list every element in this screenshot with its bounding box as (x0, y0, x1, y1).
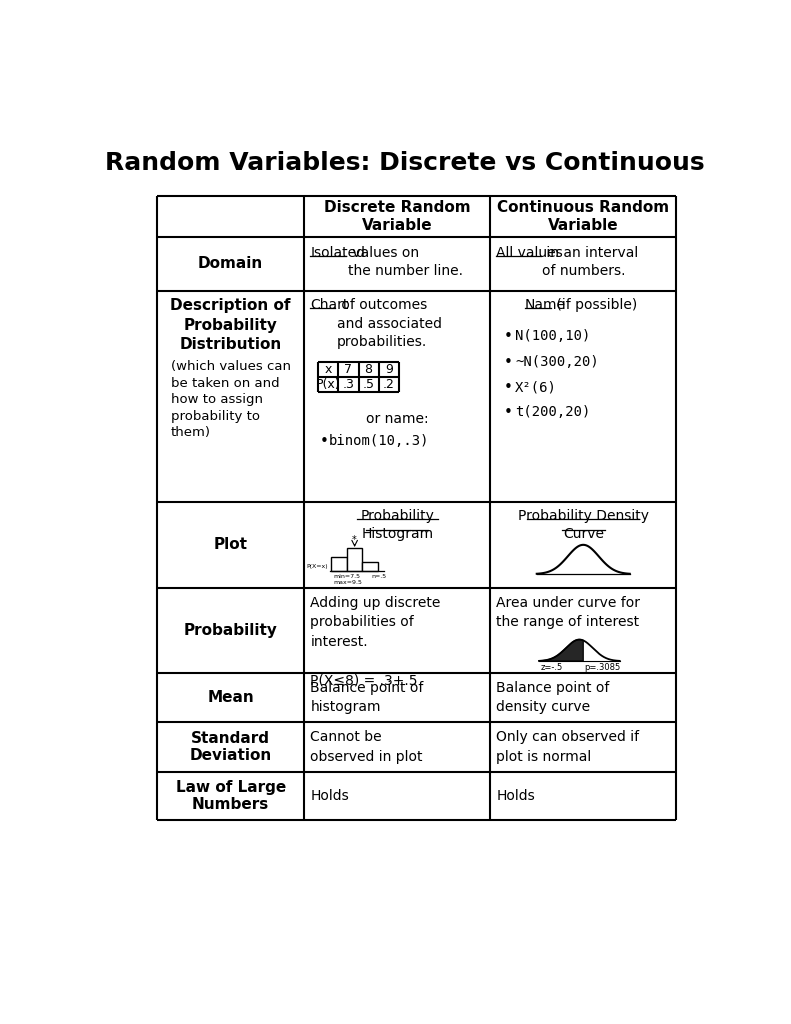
Text: Continuous Random
Variable: Continuous Random Variable (498, 200, 669, 233)
Text: Probability
Histogram: Probability Histogram (361, 509, 434, 541)
Text: Adding up discrete
probabilities of
interest.

P(X≤8) = .3+.5: Adding up discrete probabilities of inte… (310, 596, 441, 688)
Text: Area under curve for
the range of interest: Area under curve for the range of intere… (497, 596, 641, 629)
Text: Cannot be
observed in plot: Cannot be observed in plot (310, 730, 423, 764)
Text: Balance point of
density curve: Balance point of density curve (497, 681, 610, 714)
Text: •: • (504, 330, 513, 344)
Text: Description of
Probability
Distribution: Description of Probability Distribution (170, 298, 291, 352)
Polygon shape (539, 640, 583, 662)
Text: Probability: Probability (184, 623, 278, 638)
Text: *: * (352, 535, 357, 545)
Text: of outcomes
and associated
probabilities.: of outcomes and associated probabilities… (337, 298, 442, 349)
Text: 8: 8 (365, 362, 373, 376)
Text: x: x (324, 362, 332, 376)
Text: n=.5: n=.5 (372, 574, 387, 580)
Text: •: • (320, 434, 328, 449)
Text: binom(10,.3): binom(10,.3) (329, 434, 430, 447)
Text: P(X=x): P(X=x) (307, 564, 328, 569)
Text: Plot: Plot (214, 538, 248, 552)
Text: Random Variables: Discrete vs Continuous: Random Variables: Discrete vs Continuous (105, 151, 705, 175)
Text: •: • (504, 380, 513, 395)
Text: Holds: Holds (497, 788, 536, 803)
Text: Domain: Domain (198, 256, 263, 271)
Text: Mean: Mean (207, 690, 254, 705)
Text: (which values can
be taken on and
how to assign
probability to
them): (which values can be taken on and how to… (171, 360, 290, 439)
Text: .5: .5 (362, 378, 375, 391)
Text: t(200,20): t(200,20) (515, 406, 590, 420)
Text: All values: All values (497, 246, 563, 260)
Text: Probability Density
Curve: Probability Density Curve (518, 509, 649, 541)
Text: min=7.5
max=9.5: min=7.5 max=9.5 (333, 574, 361, 585)
Text: p=.3085: p=.3085 (585, 664, 620, 673)
Text: or name:: or name: (366, 413, 429, 426)
Text: Law of Large
Numbers: Law of Large Numbers (176, 779, 286, 812)
Text: Only can observed if
plot is normal: Only can observed if plot is normal (497, 730, 640, 764)
Text: Isolated: Isolated (310, 246, 365, 260)
Text: P(x): P(x) (316, 378, 341, 391)
Text: Balance point of
histogram: Balance point of histogram (310, 681, 424, 714)
Text: Standard
Deviation: Standard Deviation (190, 731, 272, 763)
Text: Discrete Random
Variable: Discrete Random Variable (324, 200, 471, 233)
Text: (if possible): (if possible) (552, 298, 638, 312)
Text: Holds: Holds (310, 788, 349, 803)
Text: 7: 7 (344, 362, 353, 376)
Text: .2: .2 (383, 378, 395, 391)
Text: ~N(300,20): ~N(300,20) (515, 354, 599, 369)
Text: Name: Name (525, 298, 566, 312)
Text: values on
the number line.: values on the number line. (348, 246, 463, 279)
Text: •: • (504, 354, 513, 370)
Text: 9: 9 (384, 362, 392, 376)
Bar (347, 548, 362, 571)
Text: N(100,10): N(100,10) (515, 330, 590, 343)
Text: in an interval
of numbers.: in an interval of numbers. (542, 246, 638, 279)
Text: •: • (504, 406, 513, 421)
Text: Chart: Chart (310, 298, 349, 312)
Text: z=-.5: z=-.5 (540, 664, 563, 673)
Text: .3: .3 (343, 378, 354, 391)
Bar (362, 562, 378, 571)
Bar (331, 557, 347, 571)
Text: X²(6): X²(6) (515, 380, 557, 394)
